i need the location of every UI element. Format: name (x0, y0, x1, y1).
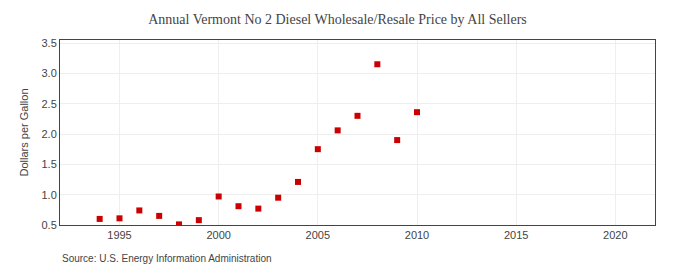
svg-text:2020: 2020 (603, 229, 627, 241)
svg-text:2.0: 2.0 (42, 128, 57, 140)
svg-text:Source: U.S. Energy Informatio: Source: U.S. Energy Information Administ… (62, 253, 272, 264)
svg-text:1.5: 1.5 (42, 158, 57, 170)
svg-text:3.5: 3.5 (42, 37, 57, 49)
svg-text:3.0: 3.0 (42, 67, 57, 79)
svg-text:2.5: 2.5 (42, 98, 57, 110)
svg-text:2010: 2010 (405, 229, 429, 241)
svg-text:Dollars per Gallon: Dollars per Gallon (18, 88, 30, 176)
svg-text:0.5: 0.5 (42, 219, 57, 231)
svg-text:1995: 1995 (107, 229, 131, 241)
svg-text:2005: 2005 (306, 229, 330, 241)
svg-text:Annual Vermont No 2 Diesel Who: Annual Vermont No 2 Diesel Wholesale/Res… (148, 12, 527, 27)
svg-text:2000: 2000 (206, 229, 230, 241)
svg-text:1.0: 1.0 (42, 189, 57, 201)
svg-text:2015: 2015 (504, 229, 528, 241)
